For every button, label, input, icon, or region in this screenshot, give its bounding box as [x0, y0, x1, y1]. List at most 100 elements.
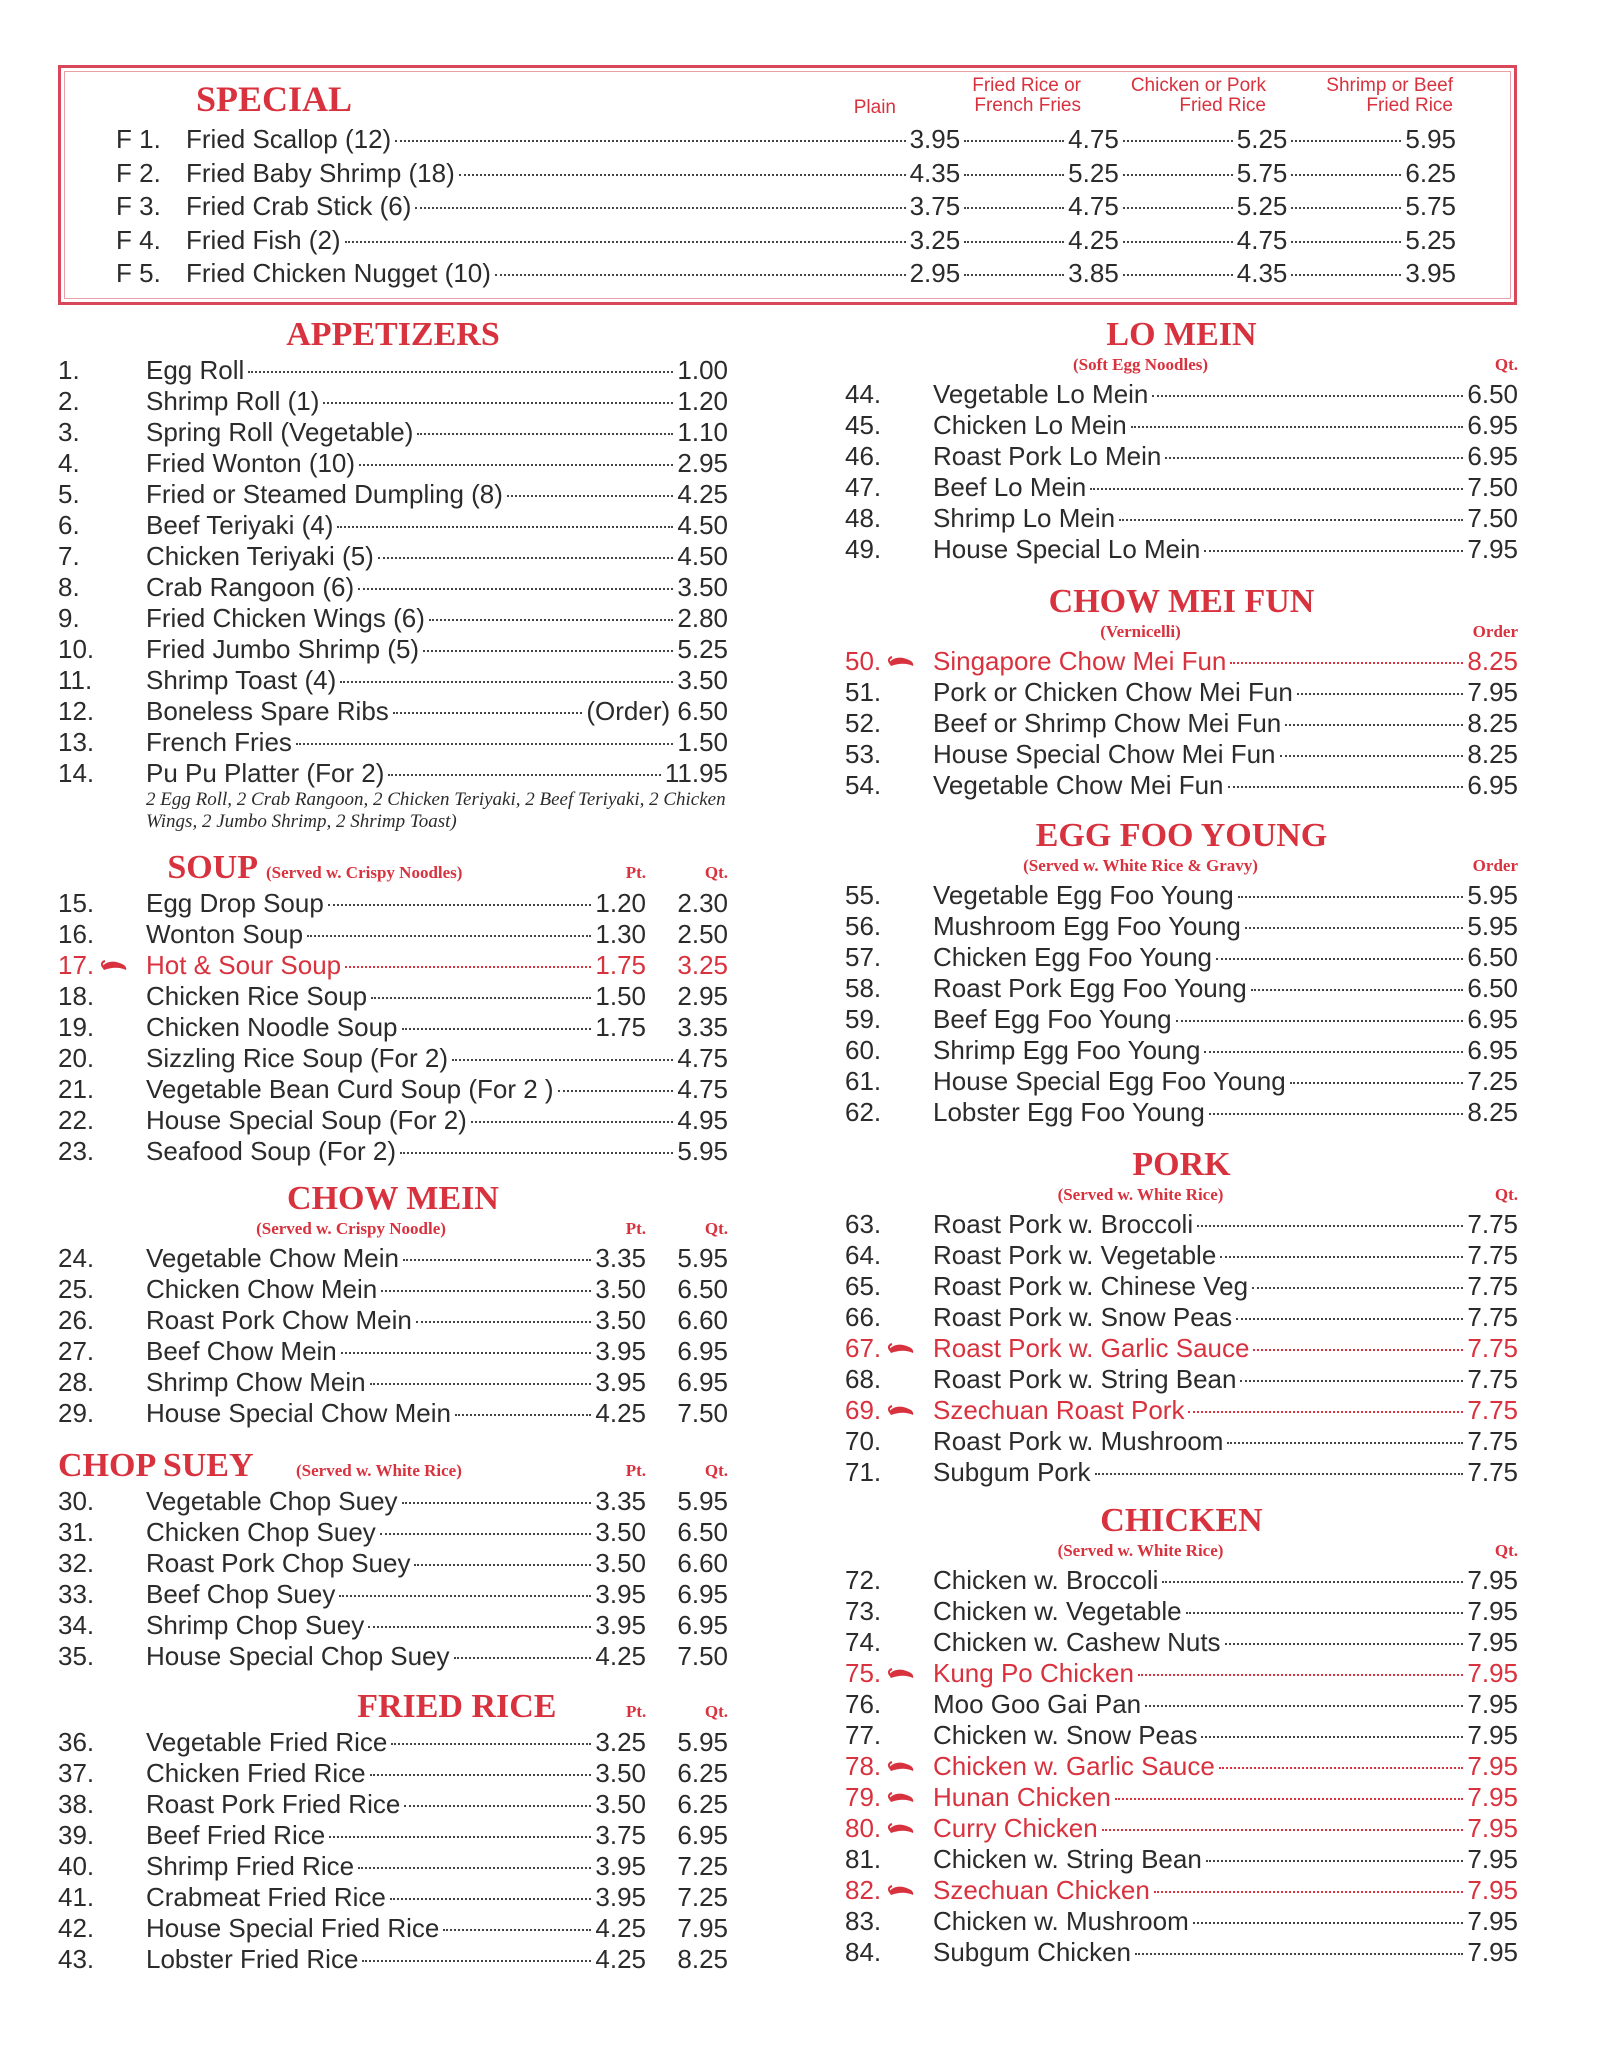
item-number: 29.: [58, 1398, 146, 1429]
item-price: 1.20: [677, 386, 728, 416]
item-price-quart: 5.95: [677, 1486, 728, 1516]
dot-leader: [248, 371, 674, 373]
section-subtitle: (Served w. White Rice): [296, 1461, 462, 1480]
item-number: 53.: [845, 739, 933, 770]
dot-leader: [1291, 140, 1402, 142]
item-name: Beef Teriyaki (4): [146, 510, 334, 540]
item-price-quart: 6.25: [677, 1758, 728, 1788]
item-number: 34.: [58, 1610, 146, 1641]
item-price: 8.25: [1467, 646, 1518, 676]
item-number-text: 66.: [845, 1302, 882, 1332]
item-number-text: 49.: [845, 534, 882, 564]
item-price: 7.95: [1467, 1689, 1518, 1719]
menu-item: 68. Roast Pork w. String Bean 7.75: [845, 1364, 1518, 1395]
hot-pepper-icon: [887, 1782, 915, 1813]
dot-leader: [340, 1352, 592, 1354]
item-price-quart: 6.25: [677, 1789, 728, 1819]
item-number: 12.: [58, 696, 146, 727]
item-number: 22.: [58, 1105, 146, 1136]
item-number-text: 25.: [58, 1274, 95, 1304]
menu-item: 30. Vegetable Chop Suey 3.35 5.95: [58, 1486, 728, 1517]
item-name: Spring Roll (Vegetable): [146, 417, 414, 447]
item-name: House Special Chop Suey: [146, 1641, 450, 1671]
item-number-text: 55.: [845, 880, 882, 910]
menu-item: 34. Shrimp Chop Suey 3.95 6.95: [58, 1610, 728, 1641]
item-name: Fried Crab Stick (6): [186, 191, 412, 221]
item-price-pint: 3.35: [595, 1243, 646, 1273]
item-price-pint: 3.50: [595, 1548, 646, 1578]
menu-item: 62. Lobster Egg Foo Young 8.25: [845, 1097, 1518, 1128]
item-price: 5.25: [1236, 124, 1288, 154]
dot-leader: [1244, 927, 1464, 929]
dot-leader: [307, 935, 592, 937]
item-number: 79.: [845, 1782, 933, 1813]
item-name: Beef Chow Mein: [146, 1336, 337, 1366]
menu-item: 80. Curry Chicken 7.95: [845, 1813, 1518, 1844]
dot-leader: [1296, 693, 1464, 695]
item-price: 2.95: [677, 448, 728, 478]
section-header: FRIED RICE Pt. Qt.: [58, 1687, 728, 1727]
item-name: Fried or Steamed Dumpling (8): [146, 479, 503, 509]
dot-leader: [371, 997, 592, 999]
item-name: House Special Soup (For 2): [146, 1105, 467, 1135]
item-number: 63.: [845, 1209, 933, 1240]
item-number: 13.: [58, 727, 146, 758]
special-item-row: F 1. Fried Scallop (12) 3.95 4.75 5.25 5.95: [116, 124, 1456, 158]
item-price-quart: 7.25: [677, 1851, 728, 1881]
item-number-text: 34.: [58, 1610, 95, 1640]
item-number: 43.: [58, 1944, 146, 1975]
column-header: Pt.: [625, 863, 646, 882]
dot-leader: [428, 619, 674, 621]
item-number: 28.: [58, 1367, 146, 1398]
section-pork: PORK (Served w. White Rice) Qt. 63. Roast Po…: [845, 1145, 1518, 1488]
section-chicken: CHICKEN (Served w. White Rice) Qt. 72. Chick…: [845, 1501, 1518, 1968]
dot-leader: [327, 904, 592, 906]
dot-leader: [1291, 207, 1402, 209]
item-price: 6.95: [1467, 410, 1518, 440]
item-name: Roast Pork Chop Suey: [146, 1548, 411, 1578]
item-number: 58.: [845, 973, 933, 1004]
dot-leader: [1291, 174, 1402, 176]
item-number: 48.: [845, 503, 933, 534]
item-price: 4.75: [1236, 225, 1288, 255]
item-number-text: 35.: [58, 1641, 95, 1671]
item-price-pint: 3.95: [595, 1579, 646, 1609]
item-name: Seafood Soup (For 2): [146, 1136, 397, 1166]
dot-leader: [1204, 550, 1464, 552]
dot-leader: [329, 1836, 592, 1838]
hot-pepper-icon: [887, 1658, 915, 1689]
item-name: Roast Pork w. Chinese Veg: [933, 1271, 1249, 1301]
item-name: Fried Scallop (12): [186, 124, 392, 154]
dot-leader: [1119, 519, 1464, 521]
item-number-text: 12.: [58, 696, 95, 726]
item-number-text: 74.: [845, 1627, 882, 1657]
menu-item: 69. Szechuan Roast Pork 7.75: [845, 1395, 1518, 1426]
menu-item: 84. Subgum Chicken 7.95: [845, 1937, 1518, 1968]
item-number-text: 61.: [845, 1066, 882, 1096]
dot-leader: [506, 495, 674, 497]
column-header: Qt.: [704, 1702, 728, 1721]
item-name: Vegetable Chow Mein: [146, 1243, 399, 1273]
section-title: CHOW MEIN: [287, 1180, 499, 1217]
item-price: 3.50: [677, 665, 728, 695]
item-name: Chicken w. Cashew Nuts: [933, 1627, 1221, 1657]
column-header: Qt.: [704, 1461, 728, 1480]
item-price: 7.75: [1467, 1271, 1518, 1301]
item-name: Fried Chicken Nugget (10): [186, 258, 491, 288]
menu-item: 46. Roast Pork Lo Mein 6.95: [845, 441, 1518, 472]
item-number: 31.: [58, 1517, 146, 1548]
menu-item: 8. Crab Rangoon (6) 3.50: [58, 572, 728, 603]
menu-item: 1. Egg Roll 1.00: [58, 355, 728, 386]
dot-leader: [1145, 1705, 1464, 1707]
item-number: 69.: [845, 1395, 933, 1426]
item-price: 7.50: [1467, 472, 1518, 502]
item-name: Chicken Fried Rice: [146, 1758, 366, 1788]
item-name: Vegetable Lo Mein: [933, 379, 1149, 409]
item-number: 25.: [58, 1274, 146, 1305]
item-number: 42.: [58, 1913, 146, 1944]
item-number: 70.: [845, 1426, 933, 1457]
item-number-text: 48.: [845, 503, 882, 533]
menu-item: 45. Chicken Lo Mein 6.95: [845, 410, 1518, 441]
dot-leader: [453, 1657, 592, 1659]
menu-item: 66. Roast Pork w. Snow Peas 7.75: [845, 1302, 1518, 1333]
